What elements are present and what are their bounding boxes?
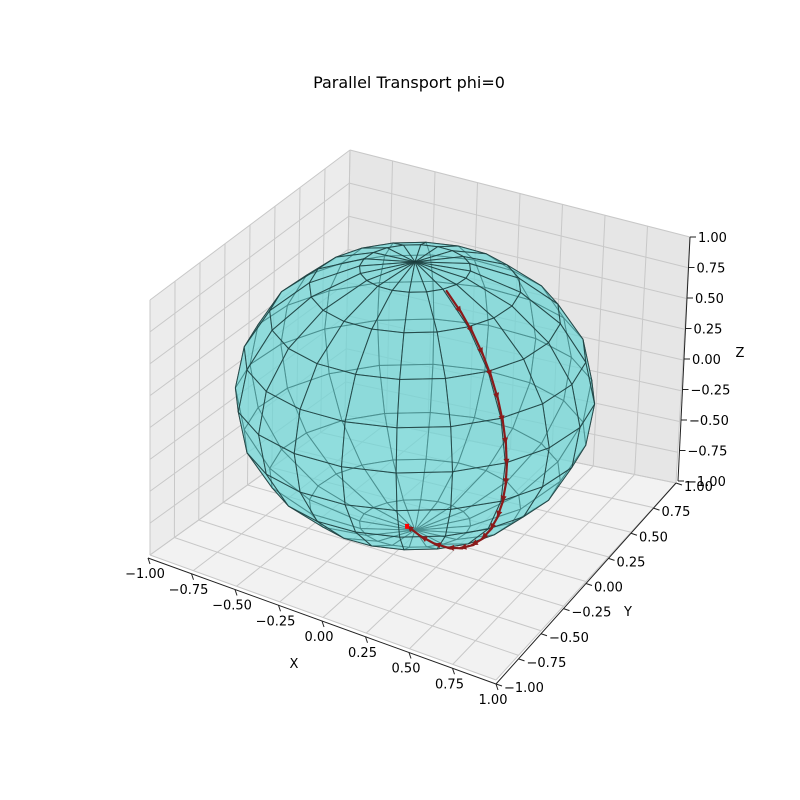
sphere-face [396,377,452,429]
x-tick-mark [191,573,194,580]
x-tick-label: −0.75 [169,583,209,598]
grid-line [592,215,606,467]
tick-labels: −1.00−0.75−0.50−0.250.000.250.500.751.00… [125,231,730,708]
y-tick-label: 0.00 [594,581,623,596]
z-axis-label: Z [736,346,745,361]
y-tick-mark [675,482,683,486]
x-tick-mark [495,683,499,691]
z-tick-label: −0.75 [688,445,728,460]
y-tick-mark [518,658,525,662]
sphere-face [396,508,452,538]
axis-lines [147,236,696,691]
x-tick-label: 0.25 [348,646,377,661]
grid-line [409,465,594,650]
sphere-face [399,331,446,381]
z-tick-label: −1.00 [686,475,726,490]
y-tick-label: −0.25 [572,606,612,621]
x-tick-mark [321,620,325,628]
x-tick-label: −0.25 [256,614,296,629]
y-tick-label: 0.50 [639,530,668,545]
grid-line [348,215,687,299]
y-tick-label: −1.00 [504,681,544,696]
y-tick-label: −0.75 [527,656,567,671]
y-tick-mark [495,683,503,687]
vector-arrowhead [471,539,479,546]
y-tick-label: 1.00 [684,480,713,495]
z-tick-label: −0.25 [691,384,731,399]
sphere-surface [234,241,596,551]
grid-line [149,149,351,301]
sphere-face [395,426,454,474]
grid-line [349,182,689,269]
z-tick-label: 0.50 [695,292,724,307]
grid-line [349,149,691,238]
y-tick-mark [540,633,548,637]
vector-end-marker [405,523,410,529]
z-tick-label: 0.00 [692,353,721,368]
x-tick-label: 1.00 [479,693,508,708]
grid-line [634,226,648,475]
z-tick-label: −0.50 [689,414,729,429]
transport-vectors [405,289,510,551]
grid-line [149,215,350,365]
y-tick-label: 0.75 [662,505,691,520]
chart-title: Parallel Transport phi=0 [313,73,505,92]
x-tick-label: 0.50 [392,662,421,677]
y-tick-mark [563,608,570,612]
sphere-face [450,417,506,473]
x-tick-mark [234,589,238,596]
y-axis-label: Y [623,605,632,620]
grid-line [149,182,350,333]
x-tick-mark [147,557,151,565]
x-tick-mark [365,636,368,643]
x-tick-label: −0.50 [212,599,252,614]
sphere-face [340,421,398,474]
x-tick-label: −1.00 [125,567,165,582]
y-tick-mark [653,507,660,511]
z-tick-label: 0.75 [697,262,726,277]
x-tick-label: 0.00 [305,630,334,645]
y-tick-mark [608,557,615,561]
z-tick-label: 0.25 [694,323,723,338]
z-tick-label: 1.00 [698,231,727,246]
x-axis-label: X [290,657,299,672]
x-tick-mark [278,605,281,612]
x-tick-mark [452,668,455,675]
sphere-face [395,471,454,512]
y-tick-mark [585,583,593,586]
y-tick-label: −0.50 [549,631,589,646]
y-tick-mark [630,532,638,536]
y-tick-label: 0.25 [617,555,646,570]
x-tick-mark [408,652,412,659]
x-tick-label: 0.75 [435,677,464,692]
grid-line [452,474,635,665]
sphere-face [340,466,398,512]
